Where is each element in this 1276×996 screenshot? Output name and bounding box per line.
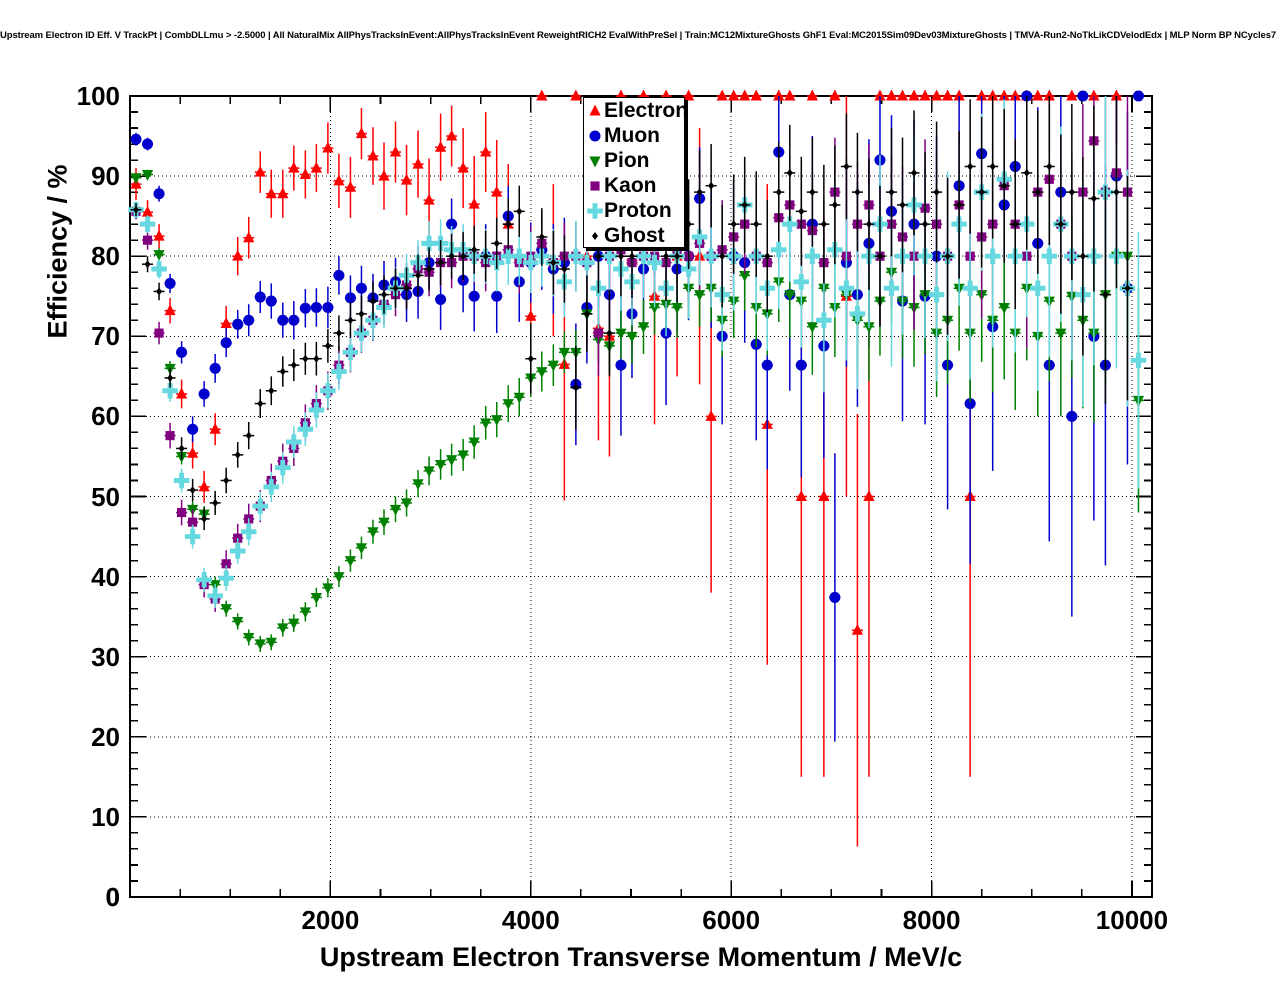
legend-entry-pion: Pion — [584, 148, 686, 173]
y-tick-label: 100 — [76, 81, 120, 111]
y-tick-label: 80 — [91, 241, 120, 272]
legend-entry-ghost: Ghost — [584, 223, 686, 248]
y-tick-label-zero: 0 — [105, 882, 120, 912]
triangle-down-icon — [584, 148, 604, 173]
x-tick-label: 6000 — [702, 905, 761, 935]
y-tick-label: 30 — [91, 641, 120, 672]
legend-entry-proton: Proton — [584, 198, 686, 223]
x-tick-label: 2000 — [301, 905, 360, 935]
y-tick-label: 70 — [91, 321, 120, 352]
y-tick-label: 40 — [91, 561, 120, 592]
legend-label: Electron — [604, 99, 689, 122]
y-tick-label: 50 — [91, 481, 120, 512]
x-tick-label: 8000 — [902, 905, 961, 935]
y-tick-label: 90 — [91, 161, 120, 192]
diamond-icon — [584, 223, 604, 248]
legend-label: Pion — [604, 149, 650, 172]
y-tick-label: 20 — [91, 721, 120, 752]
y-tick-label: 10 — [91, 801, 120, 832]
legend-label: Kaon — [604, 174, 657, 197]
legend-entry-muon: Muon — [584, 123, 686, 148]
x-tick-label: 4000 — [501, 905, 560, 935]
legend: Electron Muon Pion Kaon Proton Ghost — [583, 97, 689, 248]
cross-icon — [584, 198, 604, 223]
data-points — [128, 89, 1147, 847]
y-tick-label: 60 — [91, 401, 120, 432]
x-tick-label: 10000 — [1095, 905, 1169, 935]
legend-label: Muon — [604, 124, 660, 147]
y-tick-label: 0 — [105, 882, 120, 912]
legend-entry-electron: Electron — [584, 98, 689, 123]
legend-label: Proton — [604, 199, 672, 222]
legend-label: Ghost — [604, 224, 665, 247]
legend-entry-kaon: Kaon — [584, 173, 686, 198]
x-axis-label: Upstream Electron Transverse Momentum / … — [319, 942, 963, 972]
circle-icon — [584, 123, 604, 148]
square-icon — [584, 173, 604, 198]
gridlines — [130, 96, 1152, 897]
plot-title: Upstream Electron ID Eff. V TrackPt | Co… — [0, 30, 1276, 41]
triangle-up-icon — [584, 98, 604, 123]
